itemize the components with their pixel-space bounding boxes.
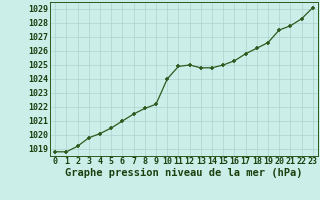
X-axis label: Graphe pression niveau de la mer (hPa): Graphe pression niveau de la mer (hPa) [65,168,303,178]
